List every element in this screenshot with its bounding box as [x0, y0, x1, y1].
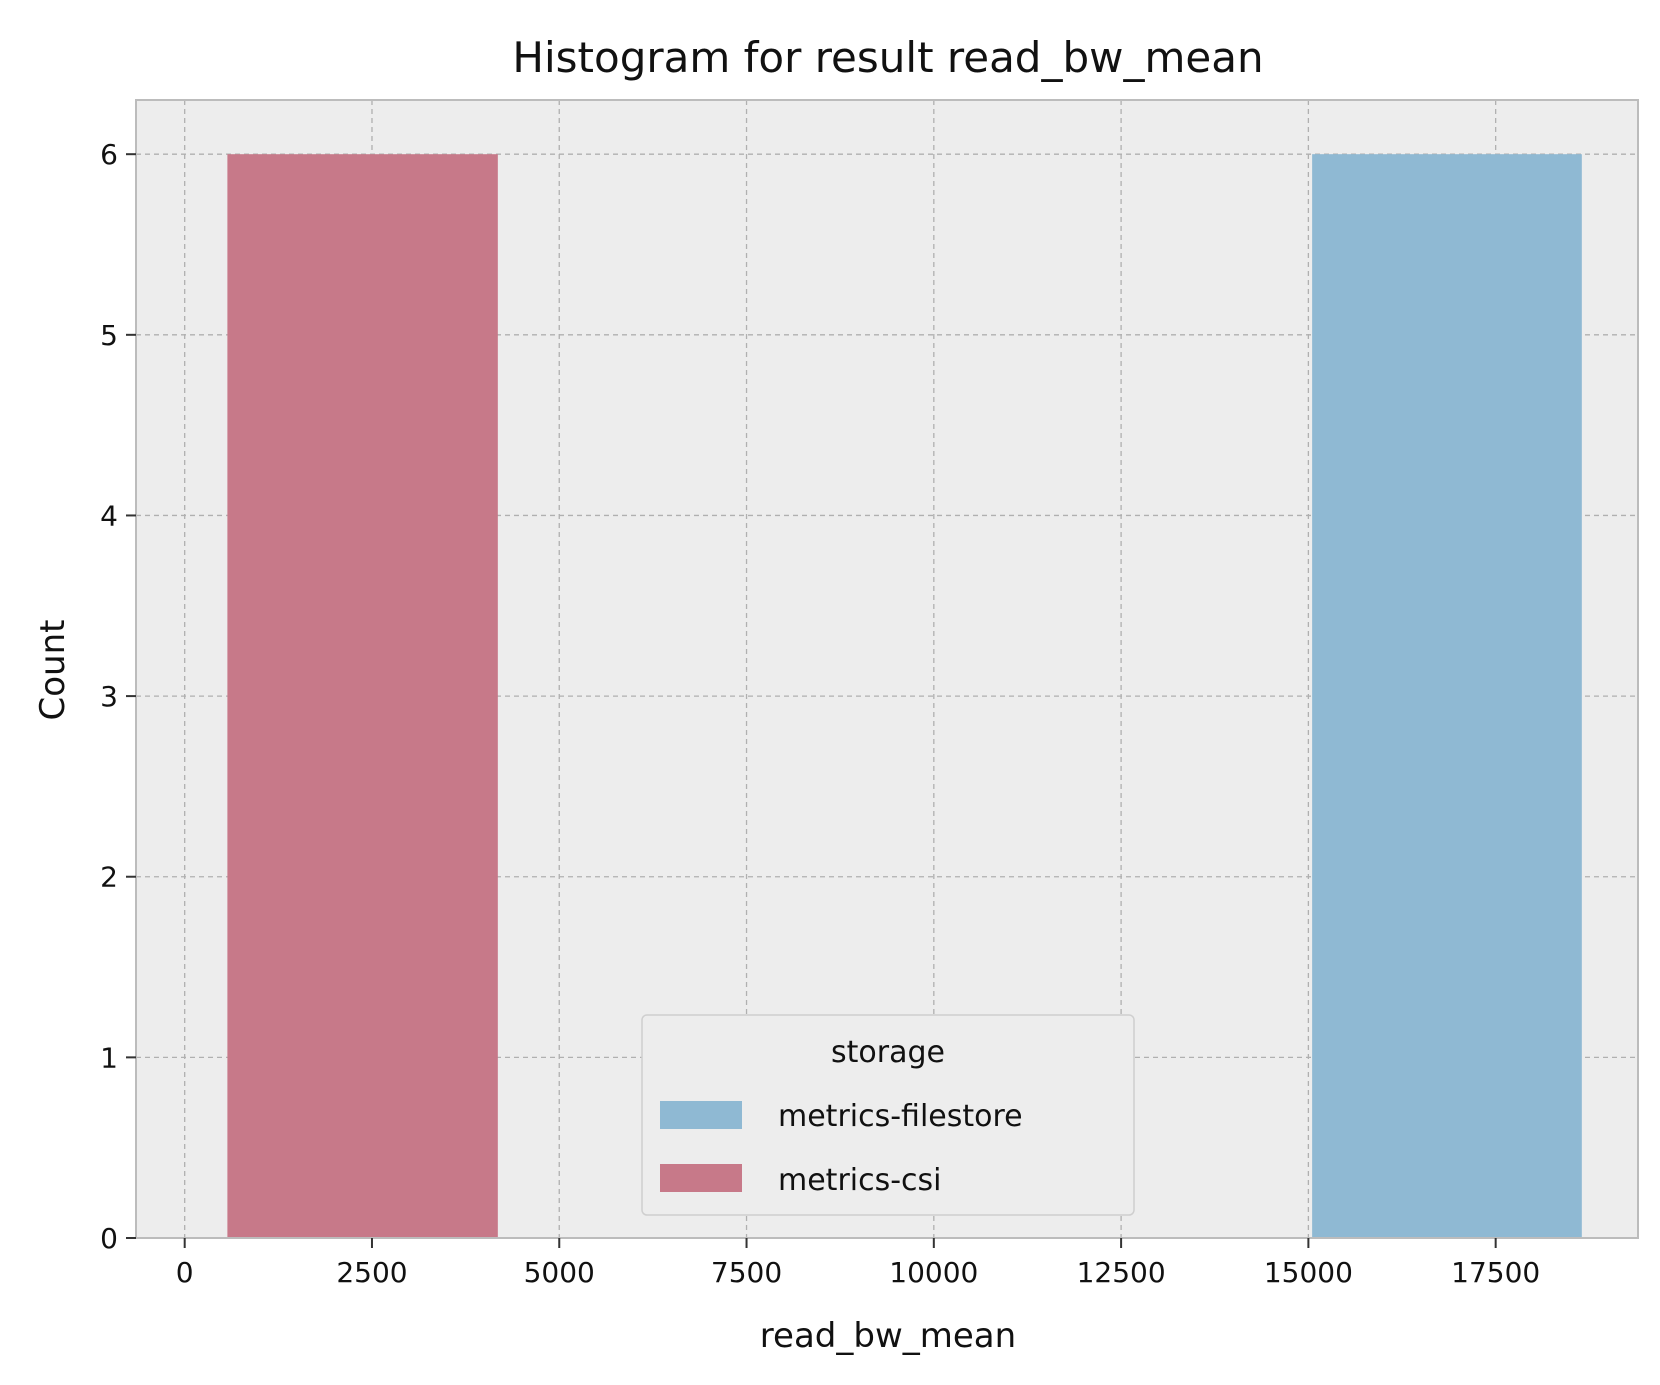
- y-tick-label: 3: [100, 680, 118, 713]
- legend-title: storage: [831, 1035, 945, 1070]
- y-tick-label: 5: [100, 319, 118, 352]
- legend: storage metrics-filestore metrics-csi: [641, 1014, 1135, 1216]
- legend-label-metrics-csi: metrics-csi: [778, 1163, 942, 1198]
- legend-swatch-metrics-filestore: [660, 1101, 742, 1129]
- bar-metrics-filestore: [1312, 154, 1582, 1239]
- y-tick-label: 0: [100, 1222, 118, 1255]
- legend-box: [641, 1014, 1135, 1216]
- x-axis-ticks: 0 2500 5000 7500 10000 12500 15000 17500: [176, 1238, 1540, 1289]
- x-tick-label: 2500: [336, 1256, 407, 1289]
- legend-swatch-metrics-csi: [660, 1164, 742, 1192]
- x-tick-label: 0: [176, 1256, 194, 1289]
- y-tick-label: 6: [100, 138, 118, 171]
- x-tick-label: 5000: [524, 1256, 595, 1289]
- x-tick-label: 10000: [889, 1256, 978, 1289]
- x-axis-label: read_bw_mean: [760, 1316, 1016, 1356]
- y-axis-ticks: 0 1 2 3 4 5 6: [100, 138, 136, 1255]
- legend-label-metrics-filestore: metrics-filestore: [778, 1099, 1023, 1134]
- y-tick-label: 4: [100, 499, 118, 532]
- bar-metrics-csi: [227, 154, 498, 1239]
- chart-title: Histogram for result read_bw_mean: [512, 33, 1263, 82]
- y-axis-label: Count: [33, 620, 73, 721]
- y-tick-label: 2: [100, 861, 118, 894]
- plot-frame: [135, 99, 1639, 1239]
- x-tick-label: 12500: [1077, 1256, 1166, 1289]
- histogram-bars: [227, 154, 1582, 1239]
- y-tick-label: 1: [100, 1041, 118, 1074]
- x-tick-label: 17500: [1451, 1256, 1540, 1289]
- x-tick-label: 7500: [711, 1256, 782, 1289]
- x-tick-label: 15000: [1264, 1256, 1353, 1289]
